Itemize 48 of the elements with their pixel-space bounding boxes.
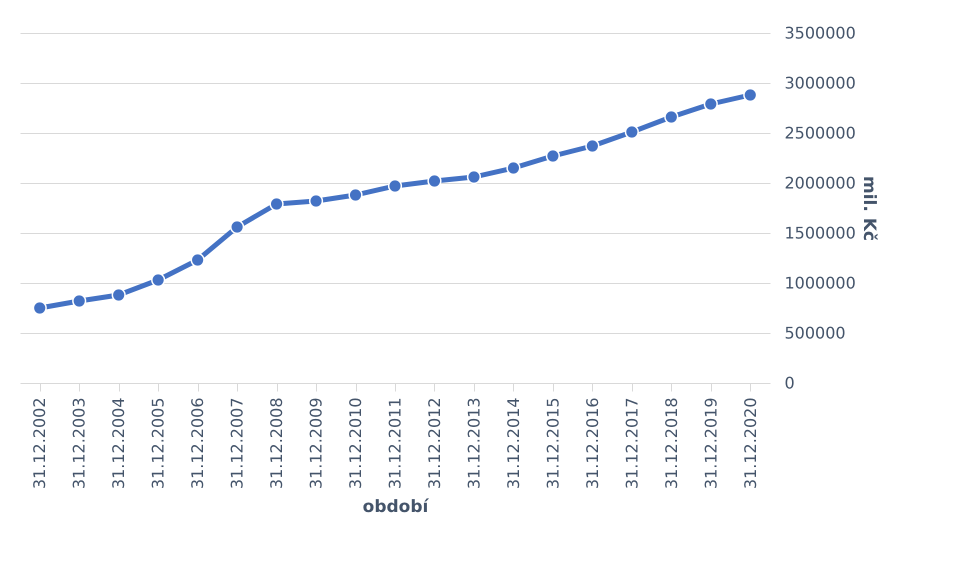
x-tick-label: 31.12.2013 [464, 398, 484, 490]
x-tick-label: 31.12.2019 [701, 398, 720, 490]
x-tick-label: 31.12.2017 [622, 398, 642, 490]
point [230, 220, 244, 234]
y-tick-label: 1000000 [784, 274, 856, 292]
y-tick-label: 3500000 [784, 24, 856, 42]
x-tick-label: 31.12.2005 [148, 398, 168, 490]
x-tick-label: 31.12.2016 [582, 398, 602, 490]
x-tick-label: 31.12.2011 [386, 398, 404, 490]
point [348, 188, 363, 202]
point [466, 170, 482, 184]
point [624, 124, 639, 140]
point [585, 138, 600, 154]
y-tick-label: 500000 [784, 324, 846, 342]
point [72, 294, 86, 308]
point [151, 272, 166, 288]
x-tick-label: 31.12.2020 [740, 398, 760, 490]
x-tick-label: 31.12.2010 [346, 398, 366, 490]
point [32, 300, 47, 316]
y-axis-title: mil. Kč [858, 176, 879, 241]
x-tick-label: 31.12.2002 [30, 398, 50, 490]
point [308, 194, 324, 208]
y-tick-label: 2500000 [784, 124, 856, 142]
y-tick-label: 2000000 [784, 174, 856, 192]
x-tick-label: 31.12.2007 [228, 398, 247, 490]
x-tick-label: 31.12.2003 [70, 398, 89, 490]
y-tick-label: 3000000 [784, 74, 856, 92]
point [704, 96, 718, 112]
point [664, 110, 678, 124]
y-tick-label: 0 [784, 374, 795, 392]
x-tick-label: 31.12.2004 [109, 398, 128, 490]
x-tick-label: 31.12.2015 [543, 398, 562, 490]
point [112, 288, 126, 302]
point [506, 160, 520, 176]
x-tick-label: 31.12.2018 [662, 398, 681, 490]
x-tick-label: 31.12.2012 [424, 398, 444, 490]
point [388, 178, 402, 194]
point [546, 148, 560, 164]
point [270, 196, 284, 212]
x-tick-label: 31.12.2006 [188, 398, 208, 490]
x-tick-label: 31.12.2014 [504, 398, 523, 490]
x-axis-title: období [362, 497, 430, 518]
y-tick-label: 1500000 [784, 224, 856, 242]
x-tick-label: 31.12.2009 [306, 398, 326, 490]
point [427, 174, 442, 188]
x-tick-label: 31.12.2008 [267, 398, 286, 490]
point [743, 88, 758, 102]
point [190, 252, 205, 268]
